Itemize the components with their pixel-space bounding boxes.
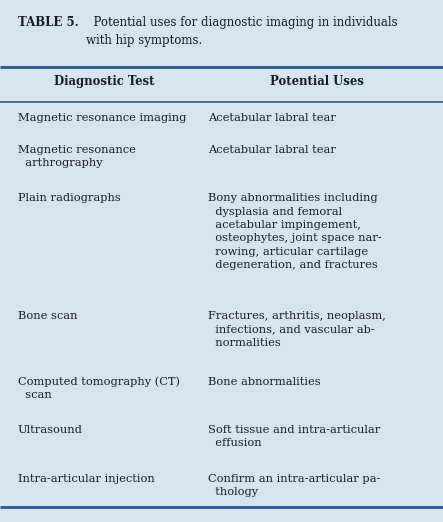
Text: Computed tomography (CT)
  scan: Computed tomography (CT) scan <box>18 376 180 400</box>
Text: Confirm an intra-articular pa-
  thology: Confirm an intra-articular pa- thology <box>208 473 381 497</box>
Text: Plain radiographs: Plain radiographs <box>18 193 120 204</box>
Text: Soft tissue and intra-articular
  effusion: Soft tissue and intra-articular effusion <box>208 425 381 448</box>
Text: Acetabular labral tear: Acetabular labral tear <box>208 113 336 124</box>
Text: Potential uses for diagnostic imaging in individuals
with hip symptoms.: Potential uses for diagnostic imaging in… <box>86 16 398 46</box>
Text: Potential Uses: Potential Uses <box>270 75 364 88</box>
Text: Diagnostic Test: Diagnostic Test <box>54 75 154 88</box>
Text: Ultrasound: Ultrasound <box>18 425 82 435</box>
Text: Fractures, arthritis, neoplasm,
  infections, and vascular ab-
  normalities: Fractures, arthritis, neoplasm, infectio… <box>208 311 386 348</box>
Text: Magnetic resonance imaging: Magnetic resonance imaging <box>18 113 186 124</box>
Text: Bone abnormalities: Bone abnormalities <box>208 376 321 387</box>
Text: Bone scan: Bone scan <box>18 311 77 321</box>
Text: Bony abnormalities including
  dysplasia and femoral
  acetabular impingement,
 : Bony abnormalities including dysplasia a… <box>208 193 382 270</box>
Text: Magnetic resonance
  arthrography: Magnetic resonance arthrography <box>18 145 136 168</box>
Text: TABLE 5.: TABLE 5. <box>18 16 78 29</box>
Text: Intra-articular injection: Intra-articular injection <box>18 473 155 484</box>
Text: Acetabular labral tear: Acetabular labral tear <box>208 145 336 155</box>
